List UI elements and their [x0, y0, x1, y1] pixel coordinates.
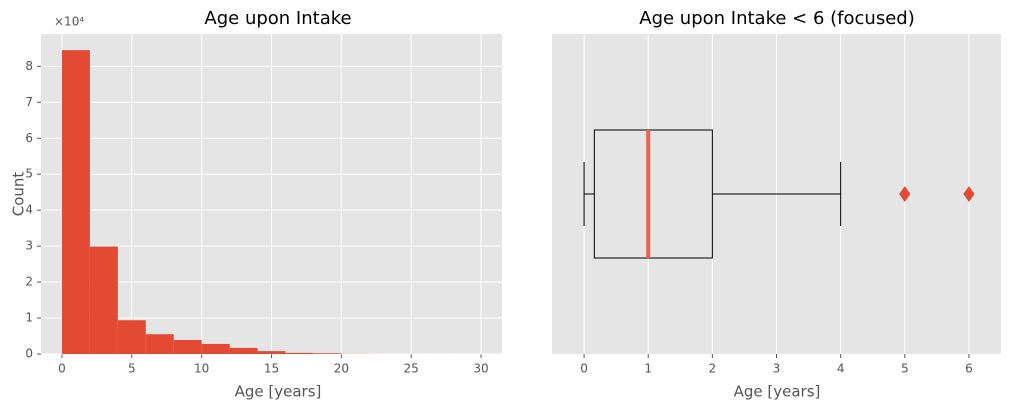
y-tick-label: 1 [25, 311, 33, 325]
bar [257, 351, 286, 354]
y-tick-label: 4 [25, 203, 33, 217]
flier [899, 186, 911, 202]
x-tick-label: 0 [58, 362, 66, 376]
x-tick-label: 3 [773, 362, 781, 376]
x-tick-label: 5 [901, 362, 909, 376]
x-tick-label: 1 [644, 362, 652, 376]
y-tick-label: 5 [25, 167, 33, 181]
chart-title: Age upon Intake < 6 (focused) [639, 8, 914, 29]
x-axis-label: Age [years] [235, 383, 322, 401]
x-tick-label: 30 [473, 362, 488, 376]
y-tick-label: 8 [25, 59, 33, 73]
flier [963, 186, 975, 202]
chart-title: Age upon Intake [204, 8, 351, 29]
y-axis-label: Count [10, 172, 28, 217]
box [593, 129, 713, 259]
x-tick-label: 5 [128, 362, 136, 376]
bar [89, 246, 118, 354]
bar [61, 50, 90, 354]
bar [201, 343, 230, 354]
y-tick-label: 3 [25, 239, 33, 253]
y-tick-label: 0 [25, 347, 33, 361]
bar [285, 352, 314, 354]
x-tick-label: 2 [709, 362, 717, 376]
bar [117, 320, 146, 354]
y-tick-label: 7 [25, 95, 33, 109]
y-offset-text: ×10⁴ [54, 15, 84, 29]
bar [145, 334, 174, 354]
y-tick-label: 2 [25, 275, 33, 289]
x-tick-label: 4 [837, 362, 845, 376]
bar [313, 353, 342, 354]
x-tick-label: 25 [404, 362, 419, 376]
y-tick-label: 6 [25, 131, 33, 145]
bar [173, 339, 202, 354]
x-tick-label: 0 [580, 362, 588, 376]
x-tick-label: 15 [264, 362, 279, 376]
x-tick-label: 20 [334, 362, 349, 376]
bar [229, 347, 258, 354]
x-tick-label: 10 [194, 362, 209, 376]
x-axis-label: Age [years] [734, 383, 821, 401]
x-tick-label: 6 [965, 362, 973, 376]
